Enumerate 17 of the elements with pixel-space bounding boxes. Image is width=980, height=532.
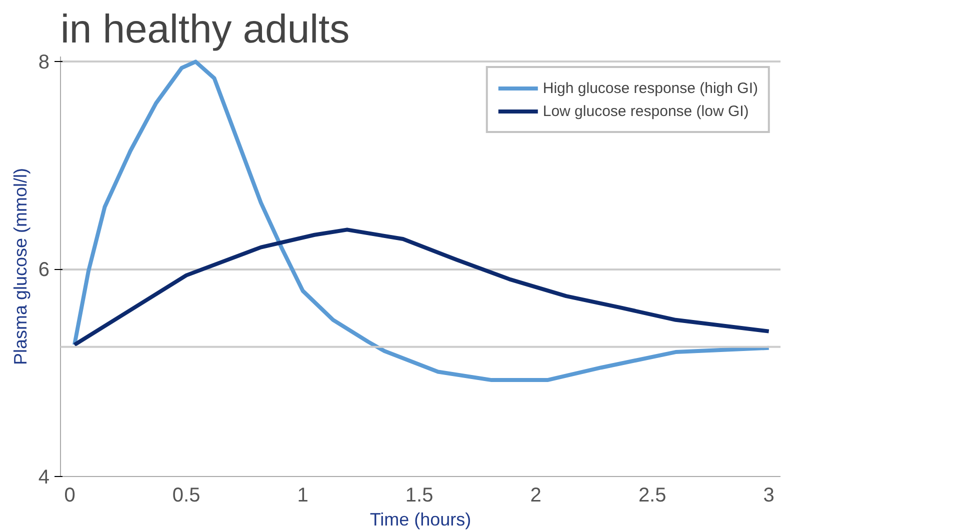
y-tick-label: 6 (38, 259, 50, 282)
x-tick-label: 1.5 (405, 484, 434, 506)
x-axis-title: Time (hours) (370, 510, 472, 530)
x-tick-label: 2 (530, 484, 542, 506)
line-series (72, 228, 771, 347)
legend-label: Low glucose response (low GI) (542, 102, 749, 120)
x-tick-label: 3 (763, 484, 774, 506)
x-tick-label: 1 (297, 484, 308, 506)
y-tick-label: 4 (38, 466, 50, 488)
legend-label: High glucose response (high GI) (542, 80, 758, 96)
line-series (72, 60, 771, 382)
x-tick-label: 2.5 (638, 484, 666, 506)
x-tick-label: 0.5 (172, 484, 200, 506)
x-tick-label: 0 (64, 484, 76, 506)
y-axis-title: Plasma glucose (mmol/l) (10, 168, 30, 366)
y-tick-label: 8 (38, 52, 50, 74)
chart-title: in healthy adults (60, 8, 350, 52)
